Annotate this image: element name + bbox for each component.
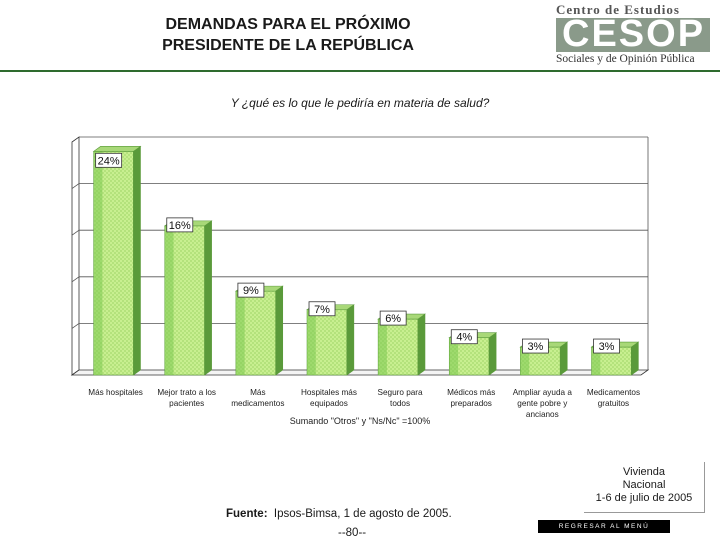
category-label: ancianos xyxy=(526,410,559,419)
data-label: 4% xyxy=(456,332,472,344)
category-label: Más hospitales xyxy=(88,388,143,397)
category-label: todos xyxy=(390,399,410,408)
bar-shade xyxy=(378,319,387,375)
gridline-tick xyxy=(71,229,80,236)
source-label: Fuente: xyxy=(226,508,268,520)
data-label-box xyxy=(166,217,194,233)
bar-side xyxy=(275,285,284,376)
gridline-tick xyxy=(71,276,80,283)
page-number: --80-- xyxy=(338,527,367,539)
category-label: equipados xyxy=(310,399,348,408)
return-menu-button[interactable]: REGRESAR AL MENÚ PRINCIPAL xyxy=(538,520,670,543)
bar-shade xyxy=(307,309,316,375)
source-text: Ipsos-Bimsa, 1 de agosto de 2005. xyxy=(273,508,452,520)
category-label: Más xyxy=(250,388,265,397)
chart-question: Y ¿qué es lo que le pediría en materia d… xyxy=(230,96,490,110)
category-label: medicamentos xyxy=(231,399,284,408)
data-label-box xyxy=(521,338,549,354)
source-line: Fuente: Ipsos-Bimsa, 1 de agosto de 2005… xyxy=(226,508,452,520)
category-label: Mejor trato a los xyxy=(157,388,216,397)
category-label: Ampliar ayuda a xyxy=(513,388,573,397)
data-label: 7% xyxy=(314,304,330,316)
data-label: 24% xyxy=(98,155,120,167)
data-label-box xyxy=(450,329,478,345)
category-label: gente pobre y xyxy=(517,399,568,408)
bar-side xyxy=(417,313,426,376)
category-label: pacientes xyxy=(169,399,204,408)
data-label-box xyxy=(95,152,123,168)
bar-side xyxy=(631,341,639,376)
left-wall xyxy=(71,136,80,376)
bar-shade xyxy=(164,225,174,375)
data-label: 9% xyxy=(243,285,259,297)
data-label: 6% xyxy=(385,313,401,325)
bar-side xyxy=(559,341,568,376)
data-label-box xyxy=(593,338,620,354)
logo-word: CESOP xyxy=(562,13,706,55)
survey-line-2: Nacional xyxy=(622,479,666,491)
bar-shade xyxy=(520,347,530,375)
bar-chart: 24% Más hospitales 16% Mejor trato a los pac… xyxy=(70,136,650,419)
survey-box xyxy=(584,462,705,513)
category-label: Médicos más xyxy=(447,388,495,397)
page-title: DEMANDAS PARA EL PRÓXIMO PRESIDENTE DE L… xyxy=(118,14,458,56)
data-label-box xyxy=(308,301,336,317)
bar-side xyxy=(204,220,212,376)
bar-side xyxy=(346,304,355,376)
logo-bottom-text: Sociales y de Opinión Pública xyxy=(556,53,695,65)
bar-shade xyxy=(235,291,245,375)
survey-line-1: Vivienda xyxy=(623,466,665,478)
data-label-box xyxy=(237,282,265,298)
category-label: Medicamentos xyxy=(587,388,640,397)
category-label: preparados xyxy=(450,399,491,408)
gridline-tick xyxy=(71,183,80,189)
bar-side xyxy=(488,332,497,376)
header-divider xyxy=(0,70,720,72)
data-label-box xyxy=(379,310,407,326)
survey-line-3: 1-6 de julio de 2005 xyxy=(595,492,693,504)
bar-shade xyxy=(591,347,601,375)
logo-top-text: Centro de Estudios xyxy=(556,2,680,17)
bar-top xyxy=(92,146,142,152)
data-label: 16% xyxy=(169,220,191,232)
category-label: Hospitales más xyxy=(301,388,357,397)
title-line-1: DEMANDAS PARA EL PRÓXIMO xyxy=(165,16,411,33)
title-line-2: PRESIDENTE DE LA REPÚBLICA xyxy=(162,37,414,54)
category-label: Seguro para xyxy=(378,388,424,397)
chart-note: Sumando "Otros" y "Ns/Nc" =100% xyxy=(289,416,431,426)
data-label: 3% xyxy=(527,341,543,353)
data-label: 3% xyxy=(599,341,615,353)
logo-box xyxy=(556,18,710,52)
bar-shade xyxy=(449,337,459,375)
category-label: gratuitos xyxy=(598,399,629,408)
bar-shade xyxy=(93,151,103,375)
gridline-tick xyxy=(71,323,80,329)
bar-side xyxy=(133,145,141,376)
cesop-logo: Centro de Estudios CESOP Sociales y de O… xyxy=(556,2,716,68)
survey-info: Vivienda Nacional 1-6 de julio de 2005 xyxy=(588,466,700,505)
